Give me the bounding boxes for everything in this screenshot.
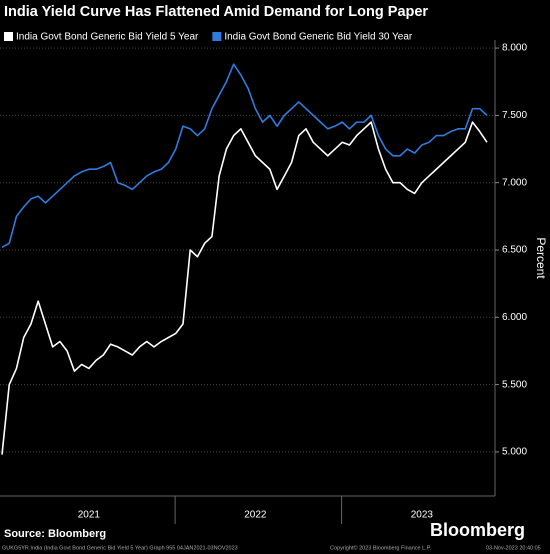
legend-swatch xyxy=(4,32,13,41)
series-line xyxy=(1,63,488,249)
legend-label: India Govt Bond Generic Bid Yield 5 Year xyxy=(16,32,199,43)
y-tick-label: 6.000 xyxy=(502,312,527,323)
y-tick-label: 5.500 xyxy=(502,379,527,390)
brand: Bloomberg xyxy=(430,520,525,540)
footer: GUKG5YR India (India Govt Bond Generic B… xyxy=(2,545,238,551)
x-tick-label: 2021 xyxy=(78,510,101,521)
y-tick-label: 5.000 xyxy=(502,447,527,458)
legend-label: India Govt Bond Generic Bid Yield 30 Yea… xyxy=(224,32,413,43)
x-tick-label: 2022 xyxy=(244,510,267,521)
y-tick-label: 7.500 xyxy=(502,110,527,121)
x-tick-label: 2023 xyxy=(411,510,434,521)
y-tick-label: 7.000 xyxy=(502,177,527,188)
chart-title: India Yield Curve Has Flattened Amid Dem… xyxy=(4,4,428,20)
y-axis-label: Percent xyxy=(534,237,548,279)
y-tick-label: 8.000 xyxy=(502,43,527,54)
legend-swatch xyxy=(212,32,222,41)
source: Source: Bloomberg xyxy=(4,528,106,540)
y-tick-label: 6.500 xyxy=(502,245,527,256)
footer: Copyright© 2023 Bloomberg Finance L.P. xyxy=(330,544,432,551)
series-line xyxy=(1,121,488,455)
footer: 03-Nov-2023 20:40:05 xyxy=(486,545,541,551)
